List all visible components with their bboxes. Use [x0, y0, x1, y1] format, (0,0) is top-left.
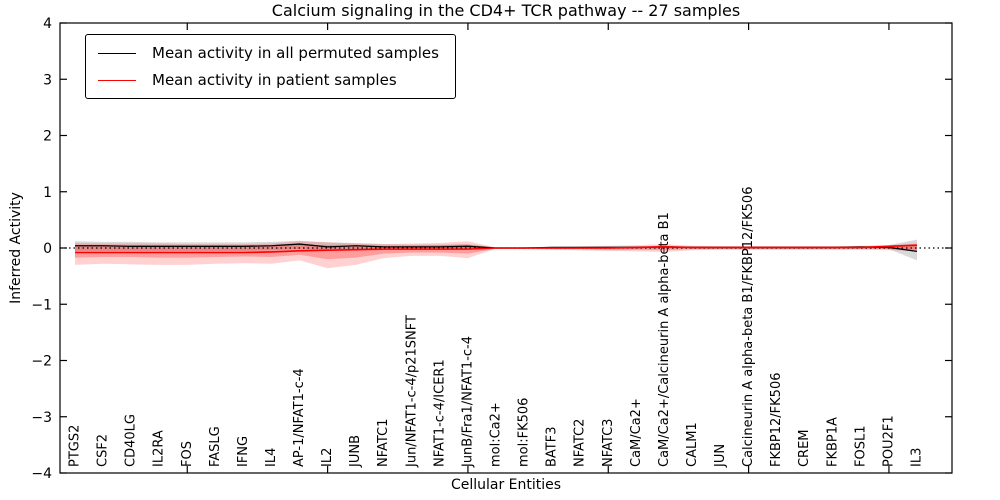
x-tick-label: IL2RA — [152, 430, 167, 467]
x-tick-label: FOSL1 — [853, 426, 868, 467]
y-tick-label: −3 — [31, 410, 52, 426]
y-tick-label: 2 — [43, 129, 52, 145]
legend-label-permuted: Mean activity in all permuted samples — [152, 44, 439, 62]
x-tick-label: AP-1/NFAT1-c-4 — [292, 368, 307, 467]
patient-mean-line — [75, 244, 918, 254]
x-tick-label: Jun/NFAT1-c-4/p21SNFT — [404, 315, 419, 468]
x-tick-label: NFATC3 — [601, 419, 616, 467]
y-axis-label: Inferred Activity — [8, 192, 24, 304]
x-axis-label: Cellular Entities — [450, 477, 562, 493]
x-tick-label: IL4 — [264, 448, 279, 467]
legend: Mean activity in all permuted samples Me… — [85, 34, 456, 99]
x-tick-label: PTGS2 — [68, 425, 83, 467]
x-tick-label: CD40LG — [124, 414, 139, 467]
permuted-line-swatch — [98, 52, 136, 54]
x-tick-label: IL3 — [910, 448, 925, 467]
y-tick-label: −2 — [31, 354, 52, 370]
y-tick-label: 3 — [43, 72, 52, 88]
x-tick-label: NFATC1 — [376, 419, 391, 467]
x-tick-label: JUNB — [348, 435, 363, 468]
y-tick-label: 1 — [43, 185, 52, 201]
x-tick-label: CREM — [797, 429, 812, 467]
x-tick-label: IFNG — [236, 436, 251, 467]
x-tick-label: FOS — [180, 441, 195, 467]
x-tick-label: Calcineurin A alpha-beta B1/FKBP12/FK506 — [741, 187, 756, 467]
patient-line-swatch — [98, 79, 136, 81]
x-tick-label: BATF3 — [545, 427, 560, 468]
x-tick-label: mol:Ca2+ — [489, 402, 504, 467]
y-tick-label: 0 — [43, 241, 52, 257]
x-tick-label: JunB/Fra1/NFAT1-c-4 — [460, 336, 475, 468]
x-tick-label: mol:FK506 — [517, 398, 532, 467]
y-tick-label: −1 — [31, 297, 52, 313]
x-tick-label: POU2F1 — [881, 415, 896, 467]
chart-title: Calcium signaling in the CD4+ TCR pathwa… — [271, 1, 741, 20]
y-tick-label: −4 — [31, 466, 52, 482]
x-tick-label: IL2 — [320, 448, 335, 467]
x-tick-label: NFATC2 — [573, 419, 588, 467]
x-tick-label: NFAT1-c-4/ICER1 — [432, 359, 447, 467]
legend-item-patient: Mean activity in patient samples — [98, 71, 439, 89]
x-tick-label: CALM1 — [685, 422, 700, 467]
x-tick-label: FKBP1A — [825, 417, 840, 467]
x-tick-label: FKBP12/FK506 — [769, 373, 784, 468]
x-tick-label: CaM/Ca2+/Calcineurin A alpha-beta B1 — [657, 212, 672, 467]
legend-item-permuted: Mean activity in all permuted samples — [98, 44, 439, 62]
x-tick-label: JUN — [713, 444, 728, 468]
y-tick-label: 4 — [43, 16, 52, 32]
x-tick-label: CaM/Ca2+ — [629, 398, 644, 467]
x-tick-label: FASLG — [208, 426, 223, 467]
x-tick-label: CSF2 — [96, 434, 111, 467]
legend-label-patient: Mean activity in patient samples — [152, 71, 397, 89]
